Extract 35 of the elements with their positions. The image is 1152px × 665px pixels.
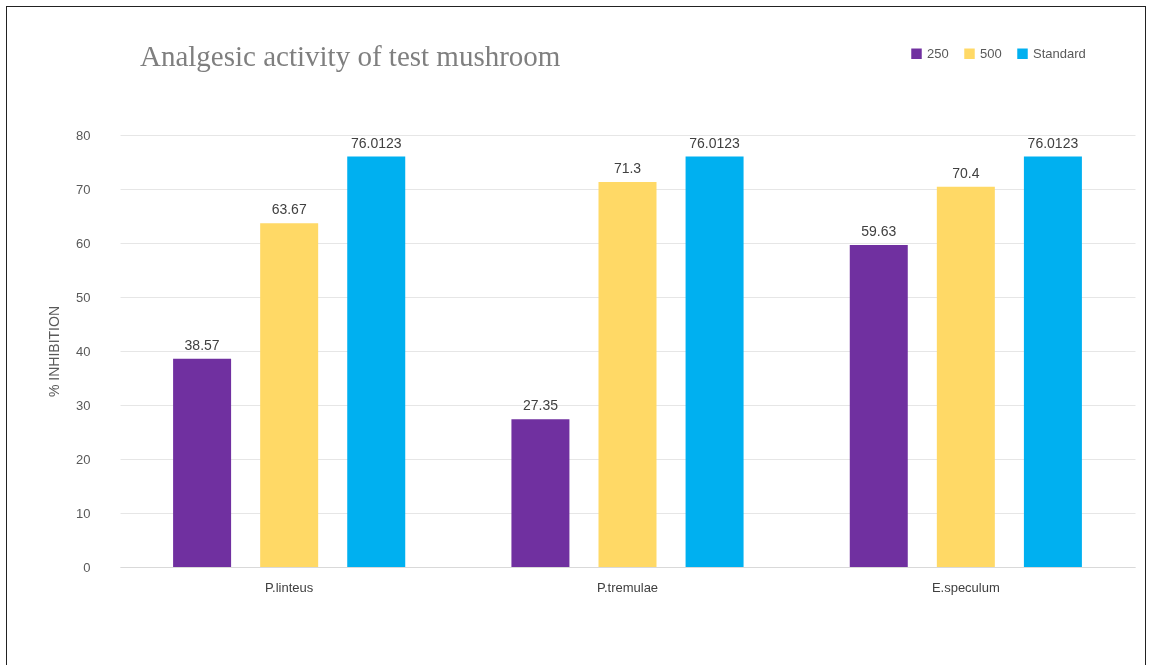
y-tick-label: 0 — [83, 559, 91, 575]
y-tick-label: 10 — [76, 505, 91, 521]
data-label: 76.0123 — [689, 134, 741, 151]
y-tick-label: 30 — [76, 397, 91, 413]
data-label: 27.35 — [522, 397, 559, 414]
y-tick-label: 80 — [76, 127, 91, 143]
y-tick-label: 50 — [76, 289, 91, 305]
legend-label: 500 — [980, 45, 1002, 61]
legend-label: 250 — [927, 45, 949, 61]
bar — [685, 156, 744, 567]
y-tick-label: 20 — [76, 451, 91, 467]
data-label: 59.63 — [861, 223, 897, 239]
data-label: 76.0123 — [1027, 134, 1079, 151]
data-label: 76.0123 — [350, 134, 402, 151]
y-axis-title: % INHIBITION — [46, 305, 63, 398]
data-label: 63.67 — [271, 201, 307, 218]
chart-title: Analgesic activity of test mushroom — [140, 40, 561, 73]
bar — [511, 419, 570, 567]
legend-label: Standard — [1033, 45, 1086, 61]
y-tick-label: 40 — [76, 343, 91, 359]
bar — [598, 181, 657, 567]
bar — [173, 358, 232, 567]
data-label: 71.3 — [613, 159, 642, 176]
x-tick-label: E.speculum — [931, 579, 1000, 595]
bar — [1023, 156, 1082, 567]
bar — [260, 223, 319, 567]
y-tick-label: 70 — [76, 181, 91, 197]
data-label: 70.4 — [952, 164, 980, 181]
bar — [347, 156, 406, 567]
x-tick-label: P.linteus — [265, 579, 314, 595]
data-label: 38.57 — [184, 336, 220, 353]
bar — [936, 186, 995, 567]
x-tick-label: P.tremulae — [596, 579, 659, 595]
bar — [849, 245, 908, 567]
y-tick-label: 60 — [76, 235, 91, 251]
